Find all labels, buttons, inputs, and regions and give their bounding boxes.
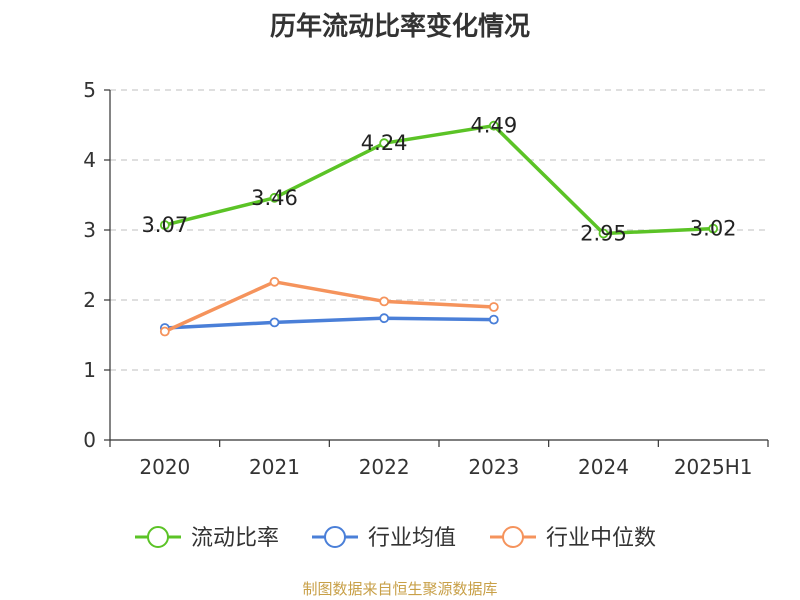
data-labels: 3.07 3.46 4.24 4.49 2.95 3.02	[141, 114, 736, 246]
legend-label: 行业均值	[368, 526, 456, 551]
data-label: 3.46	[251, 186, 298, 210]
data-point	[379, 138, 390, 149]
series-line	[163, 316, 496, 330]
x-tick-label: 2020	[139, 455, 190, 479]
data-point	[488, 314, 499, 325]
data-label: 4.24	[361, 131, 408, 155]
data-point	[379, 313, 390, 324]
x-tick-label: 2022	[359, 455, 410, 479]
data-point	[269, 317, 280, 328]
data-label: 2.95	[580, 222, 627, 246]
chart-title: 历年流动比率变化情况	[269, 12, 530, 42]
data-point	[488, 302, 499, 312]
y-tick-label: 3	[83, 218, 96, 242]
legend: 流动比率 行业均值 行业中位数	[135, 526, 656, 551]
x-tick-label: 2021	[249, 455, 300, 479]
legend-marker-icon	[324, 526, 346, 548]
data-label: 3.02	[690, 217, 737, 241]
data-point	[708, 223, 719, 234]
data-point	[159, 220, 170, 231]
data-point	[488, 120, 499, 131]
data-point	[269, 192, 280, 203]
series-line	[163, 123, 715, 236]
data-point	[598, 228, 609, 239]
axes: 0 1 2 3 4 5 2020 2021 2022 2023 2024 2025H1	[83, 78, 769, 479]
legend-marker-icon	[502, 526, 524, 548]
y-tick-label: 4	[83, 148, 96, 172]
x-tick-label: 2025H1	[674, 455, 753, 479]
x-tick-label: 2024	[578, 455, 629, 479]
y-tick-label: 1	[83, 358, 96, 382]
data-point	[379, 296, 390, 307]
x-tick-label: 2023	[468, 455, 519, 479]
series-line	[163, 280, 496, 334]
source-note: 制图数据来自恒生聚源数据库	[302, 580, 498, 598]
legend-label: 行业中位数	[546, 526, 656, 551]
data-label: 4.49	[470, 114, 517, 138]
series-lines	[159, 120, 719, 337]
y-tick-label: 0	[83, 428, 96, 452]
legend-marker-icon	[147, 526, 169, 548]
y-tick-label: 2	[83, 288, 96, 312]
y-tick-label: 5	[83, 78, 96, 102]
data-point	[269, 276, 280, 287]
legend-label: 流动比率	[191, 526, 279, 551]
data-label: 3.07	[141, 213, 188, 237]
data-point	[159, 326, 170, 337]
